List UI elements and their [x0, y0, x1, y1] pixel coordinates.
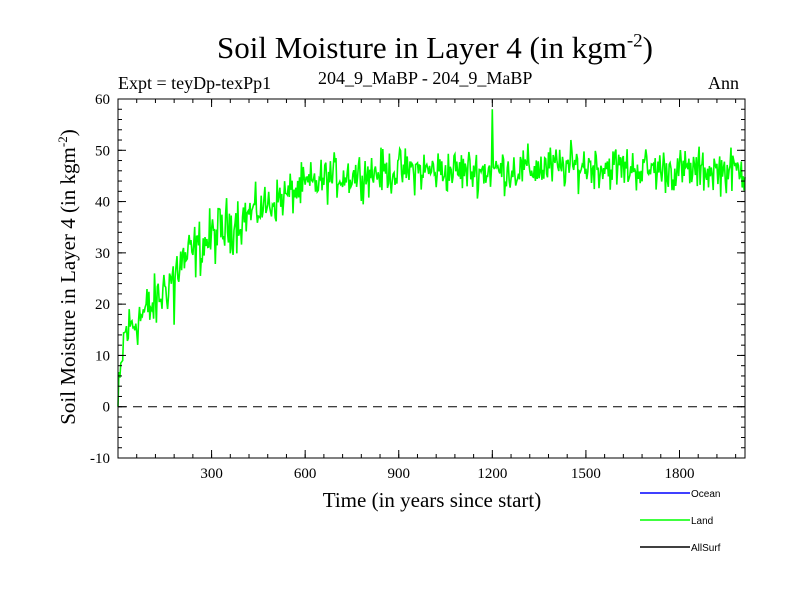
y-tick-label: 0 [103, 400, 111, 416]
y-tick-label: 10 [95, 348, 110, 364]
x-tick-label: 900 [387, 466, 410, 482]
plot-frame [117, 98, 746, 459]
x-tick-label: 1500 [571, 466, 601, 482]
season-label: Ann [708, 73, 739, 93]
x-tick-label: 1800 [664, 466, 694, 482]
chart-title-close: ) [642, 30, 653, 65]
legend-label-ocean: Ocean [691, 489, 720, 500]
y-tick-label: 40 [95, 195, 110, 211]
x-tick-label: 600 [294, 466, 317, 482]
x-tick-label: 300 [200, 466, 223, 482]
chart-title-text: Soil Moisture in Layer 4 (in kgm [217, 30, 627, 65]
chart-title: Soil Moisture in Layer 4 (in kgm-2) [0, 30, 800, 66]
land-series-line [117, 109, 746, 407]
y-tick-label: 50 [95, 143, 110, 159]
x-tick-label: 1200 [477, 466, 507, 482]
x-axis-label: Time (in years since start) [322, 488, 542, 512]
legend-label-land: Land [691, 516, 713, 527]
chart-title-exponent: -2 [626, 30, 643, 52]
y-tick-label: 60 [95, 92, 110, 108]
experiment-label: Expt = teyDp-texPp1 [118, 73, 272, 93]
y-tick-label: 20 [95, 297, 110, 313]
y-tick-label: 30 [95, 246, 110, 262]
chart-subtitle: 204_9_MaBP - 204_9_MaBP [318, 68, 533, 88]
legend-label-allsurf: AllSurf [691, 543, 721, 554]
y-tick-label: -10 [90, 451, 110, 467]
